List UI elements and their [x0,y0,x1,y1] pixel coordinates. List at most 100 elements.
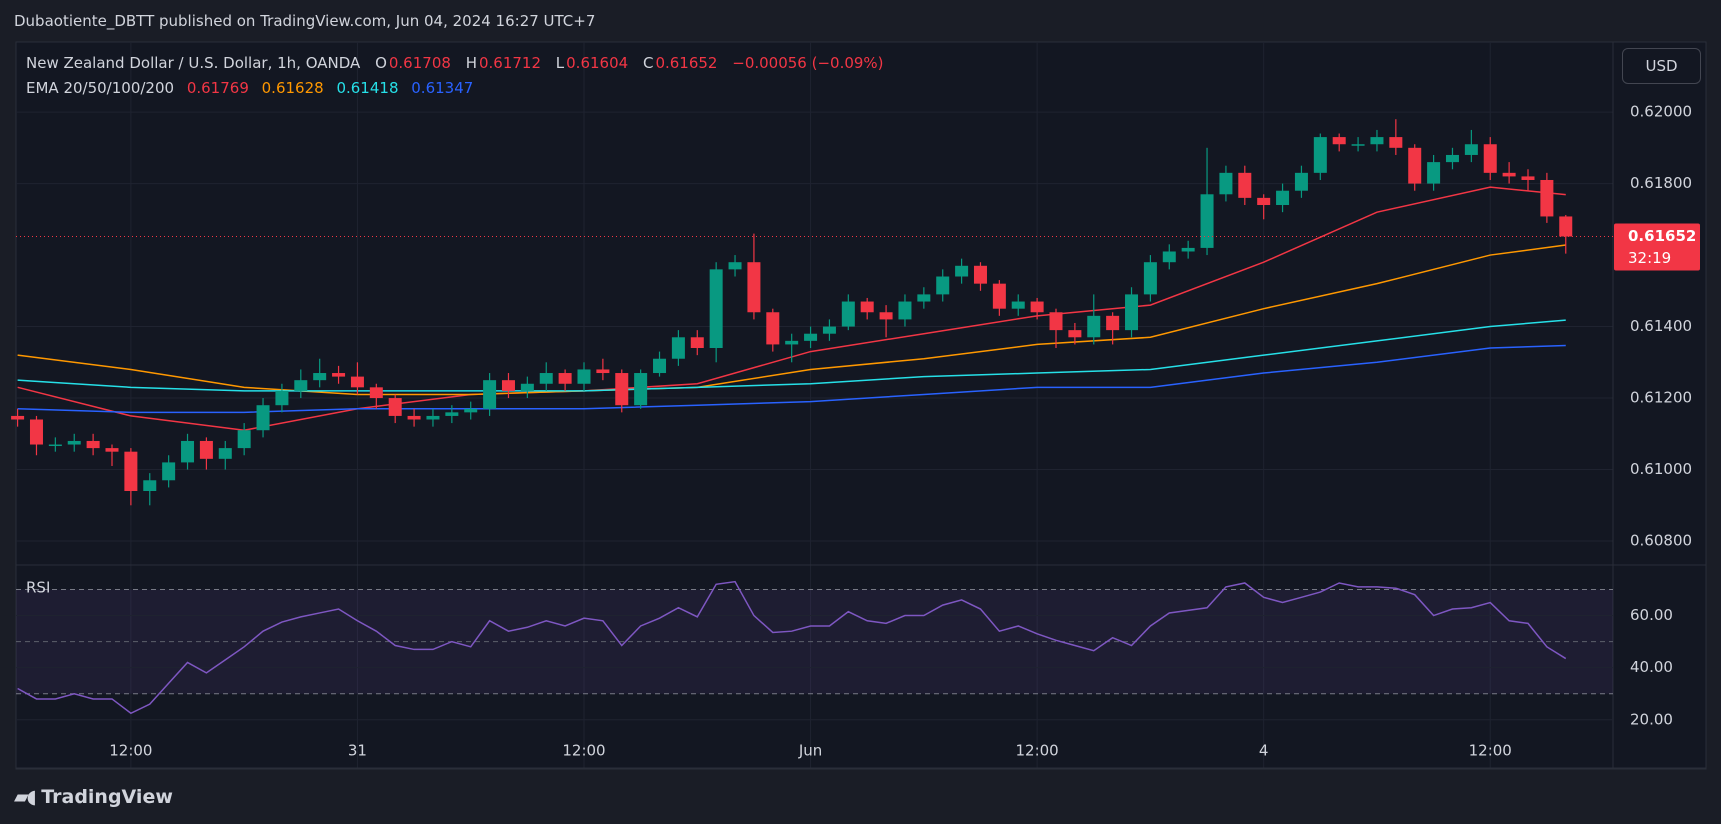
symbol-legend: New Zealand Dollar / U.S. Dollar, 1h, OA… [26,54,886,72]
candle-body [1559,216,1573,237]
candle-body [11,415,25,420]
candle-body [1483,144,1497,173]
candle-body [105,448,119,452]
rsi-tick-label: 60.00 [1630,606,1673,624]
y-tick-label: 0.60800 [1630,532,1692,550]
candle-body [445,412,459,416]
candle-body [1106,315,1120,331]
candle-body [634,373,648,406]
candle-body [1143,262,1157,295]
h-label: H [465,54,477,72]
candle-body [124,451,138,492]
candle-body [181,440,195,463]
candle-body [1068,330,1082,338]
candle-body [1181,247,1195,252]
l-label: L [555,54,565,72]
o-label: O [375,54,387,72]
candle-body [1370,137,1384,145]
ema-line [17,186,1566,431]
candle-body [1294,172,1308,191]
candle-body [1427,162,1441,184]
rsi-line [17,580,1567,715]
candle-body [143,480,157,492]
rsi-title: RSI [26,579,50,597]
candle-body [275,390,289,406]
candle-body [860,301,874,313]
candle-body [67,440,81,445]
candle-body [1011,301,1025,309]
candle-body [1502,172,1516,177]
candle-body [973,265,987,284]
change: −0.00056 (−0.09%) [732,54,884,72]
candle-body [313,373,327,381]
candle-body [1087,315,1101,338]
candle-body [1030,301,1044,313]
candle-body [294,380,308,391]
candle-body [1276,190,1290,206]
candle-body [350,376,364,388]
candle-body [1125,294,1139,331]
brand-name: TradingView [41,786,173,808]
candle-body [218,448,232,459]
candle-body [199,440,213,459]
c-value: 0.61652 [655,54,718,72]
candle-body [1257,197,1271,206]
candle-body [804,333,818,341]
candle-body [1200,194,1214,248]
candle-body [747,262,761,313]
candle-body [596,369,610,374]
publisher: Dubaotiente_DBTT published on TradingVie… [14,12,596,30]
x-tick-label: 12:00 [1016,742,1059,760]
candle-body [426,415,440,420]
candle-body [1313,137,1327,173]
candle-body [369,387,383,399]
candle-body [256,405,270,431]
candle-body [898,301,912,320]
candle-body [766,312,780,345]
ema-value: 0.61347 [411,79,474,97]
candle-body [992,283,1006,309]
candle-body [728,262,742,270]
last-price-box [1614,223,1700,271]
ema-legend: EMA 20/50/100/200 0.61769 0.61628 0.6141… [26,79,481,97]
x-tick-label: Jun [798,742,822,760]
candle-body [841,301,855,327]
candle-body [709,269,723,349]
candle-body [955,265,969,277]
currency-button[interactable]: USD [1622,48,1701,84]
candle-body [577,369,591,384]
candle-body [1521,176,1535,180]
rsi-tick-label: 40.00 [1630,658,1673,676]
candle-body [237,430,251,449]
x-tick-label: 12:00 [1469,742,1512,760]
brand: ▰◖ TradingView [14,786,173,808]
candle-body [653,358,667,374]
o-value: 0.61708 [388,54,451,72]
candle-body [671,337,685,359]
last-price-label: 0.61652 [1628,227,1696,245]
candle-body [407,415,421,420]
candle-body [162,462,176,481]
candle-body [690,337,704,349]
brand-logo: ▰◖ [14,786,37,808]
x-tick-label: 4 [1259,742,1269,760]
candle-body [483,380,497,409]
y-tick-label: 0.61000 [1630,460,1692,478]
y-tick-label: 0.61400 [1630,317,1692,335]
candle-body [1162,251,1176,263]
x-tick-label: 31 [348,742,367,760]
h-value: 0.61712 [478,54,541,72]
candle-body [464,408,478,413]
c-label: C [642,54,654,72]
ema-value: 0.61769 [186,79,249,97]
candle-body [1408,147,1422,184]
candle-body [615,373,629,406]
candle-body [48,444,62,447]
candle-body [1389,137,1403,148]
ema-title: EMA 20/50/100/200 [26,79,175,97]
rsi-band [16,589,1613,694]
y-tick-label: 0.62000 [1630,103,1692,121]
candle-body [1445,154,1459,163]
